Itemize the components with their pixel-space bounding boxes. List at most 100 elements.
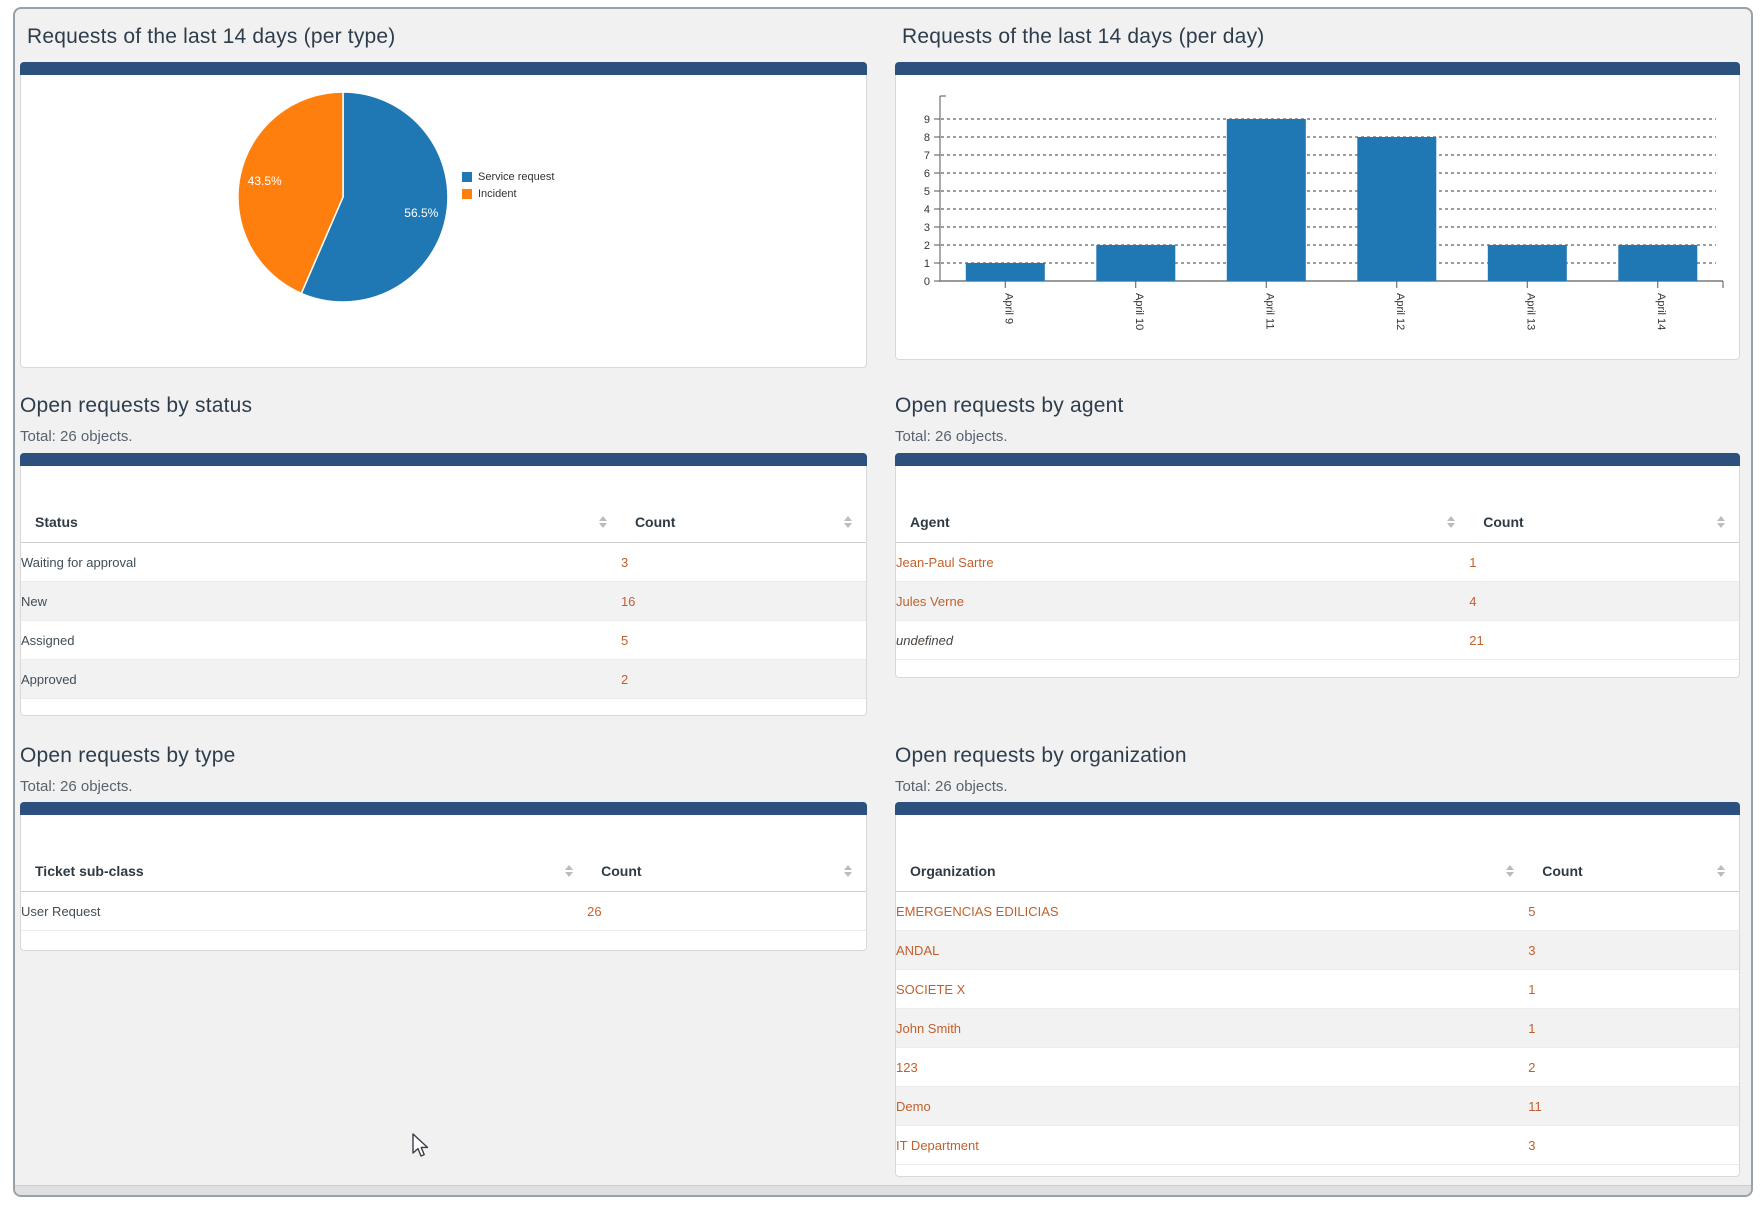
pie-chart: 56.5% 43.5% bbox=[237, 91, 449, 303]
sort-icon[interactable] bbox=[844, 516, 852, 528]
table-row: Waiting for approval 3 bbox=[21, 542, 866, 582]
column-header-agent[interactable]: Agent bbox=[896, 502, 1470, 543]
bar-april-10 bbox=[1096, 245, 1176, 281]
pie-chart-panel: 56.5% 43.5% Service request Incident bbox=[20, 62, 867, 368]
table-row: John Smith 1 bbox=[896, 1008, 1739, 1048]
column-header-count[interactable]: Count bbox=[1528, 851, 1739, 892]
label-cell: Assigned bbox=[21, 620, 621, 660]
row-label[interactable]: Jules Verne bbox=[896, 593, 964, 609]
row-label[interactable]: John Smith bbox=[896, 1020, 962, 1036]
label-cell: Jean-Paul Sartre bbox=[896, 542, 1470, 582]
pie-slice-percentage-label: 56.5% bbox=[404, 206, 438, 220]
row-count-link[interactable]: 3 bbox=[1528, 942, 1536, 958]
sort-icon[interactable] bbox=[565, 865, 574, 877]
row-count-link[interactable]: 2 bbox=[620, 671, 629, 687]
row-label: New bbox=[21, 593, 48, 609]
section-title-by-type: Open requests by type bbox=[20, 744, 236, 767]
x-axis-category-label: April 9 bbox=[1002, 293, 1014, 324]
column-header-label: Status bbox=[35, 514, 78, 530]
sort-icon[interactable] bbox=[1717, 865, 1725, 877]
row-label: Waiting for approval bbox=[21, 554, 137, 570]
section-title-per-type: Requests of the last 14 days (per type) bbox=[27, 25, 396, 48]
row-count-link[interactable]: 2 bbox=[1528, 1059, 1536, 1075]
column-header-organization[interactable]: Organization bbox=[896, 851, 1529, 892]
row-count-link[interactable]: 21 bbox=[1469, 632, 1484, 648]
bar-april-11 bbox=[1226, 119, 1306, 281]
row-label[interactable]: SOCIETE X bbox=[896, 981, 966, 997]
label-cell: IT Department bbox=[896, 1125, 1529, 1165]
row-label[interactable]: IT Department bbox=[896, 1137, 979, 1153]
row-count-link[interactable]: 1 bbox=[1528, 981, 1536, 997]
table-row: 123 2 bbox=[896, 1047, 1739, 1087]
legend-item-incident[interactable]: Incident bbox=[462, 188, 554, 200]
sort-icon[interactable] bbox=[1447, 516, 1456, 528]
bar-april-12 bbox=[1357, 137, 1437, 281]
y-axis-tick-label: 4 bbox=[924, 204, 930, 216]
label-cell: Jules Verne bbox=[896, 581, 1470, 621]
count-cell: 3 bbox=[1528, 1125, 1739, 1165]
column-header-count[interactable]: Count bbox=[587, 851, 866, 892]
row-label[interactable]: Demo bbox=[896, 1098, 931, 1114]
table-row: undefined 21 bbox=[896, 620, 1739, 660]
label-cell: Demo bbox=[896, 1086, 1529, 1126]
row-count-link[interactable]: 26 bbox=[587, 903, 602, 919]
sort-icon[interactable] bbox=[598, 516, 607, 528]
section-total-by-status: Total: 26 objects. bbox=[20, 428, 133, 445]
table-row: Approved 2 bbox=[21, 659, 866, 699]
row-count-link[interactable]: 1 bbox=[1528, 1020, 1536, 1036]
row-count-link[interactable]: 4 bbox=[1469, 593, 1477, 609]
row-count-link[interactable]: 5 bbox=[620, 632, 629, 648]
row-label[interactable]: 123 bbox=[896, 1059, 918, 1075]
window-bottom-scrollbar[interactable] bbox=[15, 1185, 1751, 1195]
column-header-count[interactable]: Count bbox=[620, 502, 866, 543]
column-header-label: Count bbox=[634, 514, 676, 530]
status-table: Status Count Waiting for approval 3 New 16 Ass… bbox=[21, 502, 866, 699]
row-label: Assigned bbox=[21, 632, 75, 648]
section-title-by-status: Open requests by status bbox=[20, 394, 253, 417]
row-count-link[interactable]: 3 bbox=[1528, 1137, 1536, 1153]
y-axis-tick-label: 8 bbox=[924, 132, 930, 144]
y-axis-tick-label: 9 bbox=[924, 114, 930, 126]
column-header-count[interactable]: Count bbox=[1469, 502, 1739, 543]
row-count-link[interactable]: 16 bbox=[620, 593, 636, 609]
column-header-label: Count bbox=[1542, 863, 1583, 879]
table-panel-by-type: Ticket sub-class Count User Request 26 bbox=[20, 802, 867, 951]
sort-icon[interactable] bbox=[1506, 865, 1515, 877]
count-cell: 2 bbox=[620, 659, 866, 699]
row-count-link[interactable]: 1 bbox=[1469, 554, 1477, 570]
column-header-status[interactable]: Status bbox=[21, 502, 621, 543]
column-header-label: Agent bbox=[910, 514, 950, 530]
row-count-link[interactable]: 5 bbox=[1528, 903, 1536, 919]
column-header-label: Organization bbox=[910, 863, 996, 879]
row-count-link[interactable]: 11 bbox=[1528, 1098, 1542, 1114]
bar-april-9 bbox=[965, 263, 1045, 281]
sort-icon[interactable] bbox=[1717, 516, 1725, 528]
label-cell: John Smith bbox=[896, 1008, 1529, 1048]
row-label[interactable]: EMERGENCIAS EDILICIAS bbox=[896, 903, 1059, 919]
x-axis-category-label: April 14 bbox=[1655, 293, 1667, 330]
section-title-per-day: Requests of the last 14 days (per day) bbox=[902, 25, 1265, 48]
row-count-link[interactable]: 3 bbox=[620, 554, 629, 570]
row-label: User Request bbox=[21, 903, 101, 919]
mouse-cursor bbox=[412, 1133, 429, 1157]
bar-chart: 0 1 2 3 4 5 6 7 8 9 April 9 April 10 April 11 April 1… bbox=[924, 95, 1724, 330]
label-cell: SOCIETE X bbox=[896, 969, 1529, 1009]
label-cell: Approved bbox=[21, 659, 621, 699]
table-header-row: Ticket sub-class Count bbox=[21, 851, 866, 892]
x-axis-category-label: April 12 bbox=[1394, 293, 1406, 330]
row-label[interactable]: ANDAL bbox=[896, 942, 940, 958]
section-title-by-organization: Open requests by organization bbox=[895, 744, 1187, 767]
panel-header-bar bbox=[20, 62, 867, 75]
label-cell: ANDAL bbox=[896, 930, 1529, 970]
legend-item-service-request[interactable]: Service request bbox=[462, 171, 554, 183]
legend-label: Incident bbox=[478, 188, 517, 200]
table-header-row: Organization Count bbox=[896, 851, 1739, 892]
row-label: undefined bbox=[896, 632, 954, 648]
count-cell: 4 bbox=[1469, 581, 1739, 621]
sort-icon[interactable] bbox=[844, 865, 852, 877]
row-label[interactable]: Jean-Paul Sartre bbox=[896, 554, 994, 570]
label-cell: 123 bbox=[896, 1047, 1529, 1087]
column-header-ticket-sub-class[interactable]: Ticket sub-class bbox=[21, 851, 588, 892]
count-cell: 26 bbox=[587, 891, 866, 931]
